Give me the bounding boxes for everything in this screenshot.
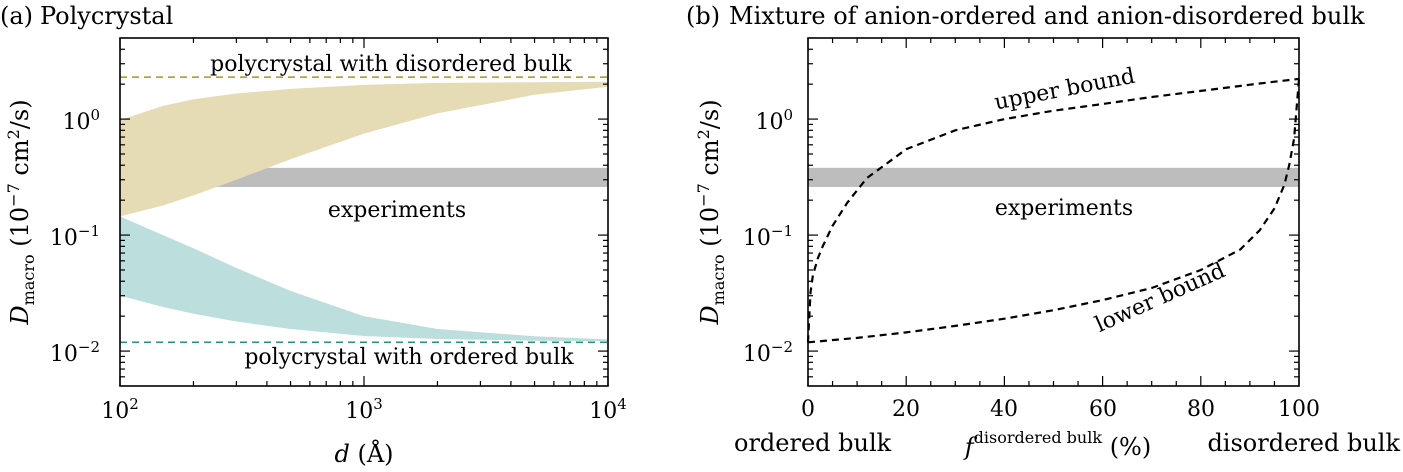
panel-a-xlabel: d (Å) bbox=[334, 439, 393, 468]
panel-b-xlabel-right-note: disordered bulk bbox=[1207, 429, 1400, 457]
panel-b-lower-bound-label: lower bound bbox=[1092, 258, 1230, 338]
panel-b-xtick-label: 0 bbox=[801, 397, 815, 422]
panel-a-experiments-label: experiments bbox=[328, 198, 466, 223]
panel-a-ordered-region bbox=[120, 216, 608, 342]
panel-b-xtick-label: 80 bbox=[1187, 397, 1215, 422]
panel-b-title: Mixture of anion-ordered and anion-disor… bbox=[729, 2, 1365, 30]
panel-b-upper-bound-line bbox=[806, 77, 1300, 343]
panel-a-plot-area bbox=[120, 76, 608, 344]
panel-a-ytick-label: 10−2 bbox=[50, 338, 100, 367]
panel-a-ytick-label: 100 bbox=[62, 106, 100, 135]
panel-a-ytick-label: 10−1 bbox=[50, 222, 100, 251]
panel-b-plot-area bbox=[806, 77, 1301, 344]
panel-b-xtick-label: 40 bbox=[990, 397, 1018, 422]
panel-a-xtick-label: 102 bbox=[101, 395, 139, 424]
panel-b-ticks bbox=[807, 38, 1300, 386]
panel-a-label: (a) bbox=[0, 2, 33, 30]
panel-b-xtick-label: 20 bbox=[892, 397, 920, 422]
panel-a-ylabel: Dmacro (10−7 cm2/s) bbox=[4, 99, 38, 325]
panel-b-upper-bound-label: upper bound bbox=[992, 64, 1137, 116]
panel-a-ordered-label: polycrystal with ordered bulk bbox=[244, 345, 574, 370]
panel-b-ytick-label: 100 bbox=[755, 106, 793, 135]
panel-b-ytick-label: 10−2 bbox=[743, 338, 793, 367]
panel-b-experiments-label: experiments bbox=[995, 196, 1133, 221]
panel-a-ticks bbox=[119, 38, 609, 386]
panel-a-xtick-label: 103 bbox=[345, 395, 383, 424]
panel-b-ytick-label: 10−1 bbox=[743, 222, 793, 251]
panel-a-disordered-label: polycrystal with disordered bulk bbox=[210, 52, 572, 77]
panel-a: (a) Polycrystal polycrystal with disorde… bbox=[0, 2, 627, 468]
panel-b-ylabel: Dmacro (10−7 cm2/s) bbox=[694, 99, 728, 325]
panel-b-label: (b) bbox=[686, 2, 720, 30]
panel-a-xtick-label: 104 bbox=[589, 395, 627, 424]
panel-b-lower-bound-line bbox=[807, 78, 1301, 344]
panel-a-frame bbox=[119, 37, 609, 387]
panel-b: (b) Mixture of anion-ordered and anion-d… bbox=[686, 2, 1400, 461]
panel-b-xlabel: fdisordered bulk (%) bbox=[963, 428, 1151, 461]
panel-b-xtick-label: 100 bbox=[1278, 397, 1320, 422]
panel-a-disordered-region bbox=[120, 81, 608, 217]
panel-b-frame bbox=[807, 37, 1300, 387]
panel-b-experiments-band bbox=[808, 167, 1299, 187]
panel-b-xlabel-left-note: ordered bulk bbox=[734, 429, 892, 457]
panel-b-xtick-label: 60 bbox=[1089, 397, 1117, 422]
panel-a-title: Polycrystal bbox=[40, 2, 173, 30]
